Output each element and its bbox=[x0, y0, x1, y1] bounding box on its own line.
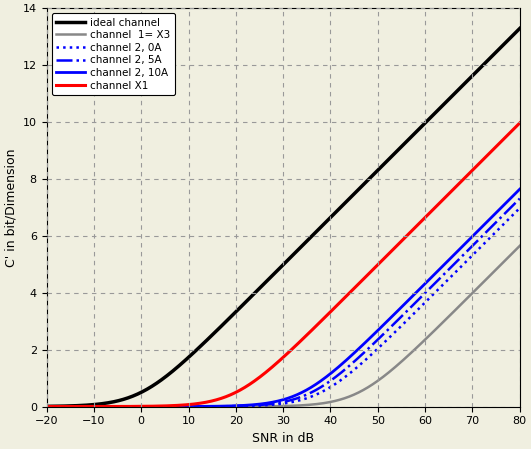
channel 2, 0A bbox=[325, 386, 331, 391]
channel X1 bbox=[505, 132, 511, 137]
channel  1= X3 bbox=[431, 328, 438, 333]
channel 2, 10A bbox=[505, 198, 511, 203]
ideal channel bbox=[271, 271, 277, 277]
channel 2, 10A bbox=[299, 389, 306, 395]
channel 2, 0A bbox=[268, 402, 275, 408]
channel 2, 0A bbox=[299, 397, 306, 402]
channel  1= X3 bbox=[505, 255, 511, 260]
channel 2, 10A bbox=[431, 272, 438, 277]
channel X1 bbox=[44, 404, 50, 409]
channel X1 bbox=[325, 311, 331, 317]
channel 2, 10A bbox=[44, 404, 50, 409]
channel  1= X3 bbox=[325, 400, 331, 405]
ideal channel bbox=[268, 274, 275, 279]
ideal channel bbox=[299, 242, 306, 248]
Line: channel  1= X3: channel 1= X3 bbox=[47, 246, 520, 406]
channel 2, 10A bbox=[517, 186, 523, 192]
channel X1 bbox=[431, 206, 438, 211]
channel 2, 0A bbox=[505, 217, 511, 222]
channel X1 bbox=[517, 120, 523, 126]
ideal channel bbox=[505, 37, 511, 43]
Legend: ideal channel, channel  1= X3, channel 2, 0A, channel 2, 5A, channel 2, 10A, cha: ideal channel, channel 1= X3, channel 2,… bbox=[52, 13, 175, 95]
ideal channel bbox=[325, 217, 331, 222]
channel  1= X3 bbox=[517, 243, 523, 249]
channel 2, 5A bbox=[517, 196, 523, 201]
channel 2, 0A bbox=[271, 402, 277, 407]
channel 2, 5A bbox=[325, 380, 331, 385]
Line: channel 2, 5A: channel 2, 5A bbox=[47, 198, 520, 406]
channel  1= X3 bbox=[299, 403, 306, 408]
channel X1 bbox=[268, 365, 275, 370]
channel 2, 5A bbox=[271, 401, 277, 406]
channel X1 bbox=[271, 363, 277, 368]
channel 2, 5A bbox=[299, 394, 306, 399]
channel 2, 10A bbox=[325, 373, 331, 378]
ideal channel bbox=[517, 26, 523, 31]
Line: channel 2, 10A: channel 2, 10A bbox=[47, 189, 520, 406]
channel 2, 0A bbox=[431, 291, 438, 296]
channel  1= X3 bbox=[268, 404, 275, 409]
channel 2, 5A bbox=[431, 281, 438, 286]
channel 2, 10A bbox=[271, 399, 277, 405]
channel 2, 5A bbox=[268, 401, 275, 406]
channel 2, 5A bbox=[44, 404, 50, 409]
Line: channel 2, 0A: channel 2, 0A bbox=[47, 208, 520, 406]
Line: channel X1: channel X1 bbox=[47, 123, 520, 406]
channel 2, 0A bbox=[44, 404, 50, 409]
channel  1= X3 bbox=[44, 404, 50, 409]
channel 2, 5A bbox=[505, 207, 511, 213]
Line: ideal channel: ideal channel bbox=[47, 28, 520, 406]
ideal channel bbox=[431, 111, 438, 116]
X-axis label: SNR in dB: SNR in dB bbox=[252, 432, 314, 445]
Y-axis label: C' in bit/Dimension: C' in bit/Dimension bbox=[4, 148, 17, 267]
channel X1 bbox=[299, 336, 306, 342]
channel 2, 10A bbox=[268, 400, 275, 405]
channel 2, 0A bbox=[517, 205, 523, 211]
ideal channel bbox=[44, 404, 50, 409]
channel  1= X3 bbox=[271, 404, 277, 409]
